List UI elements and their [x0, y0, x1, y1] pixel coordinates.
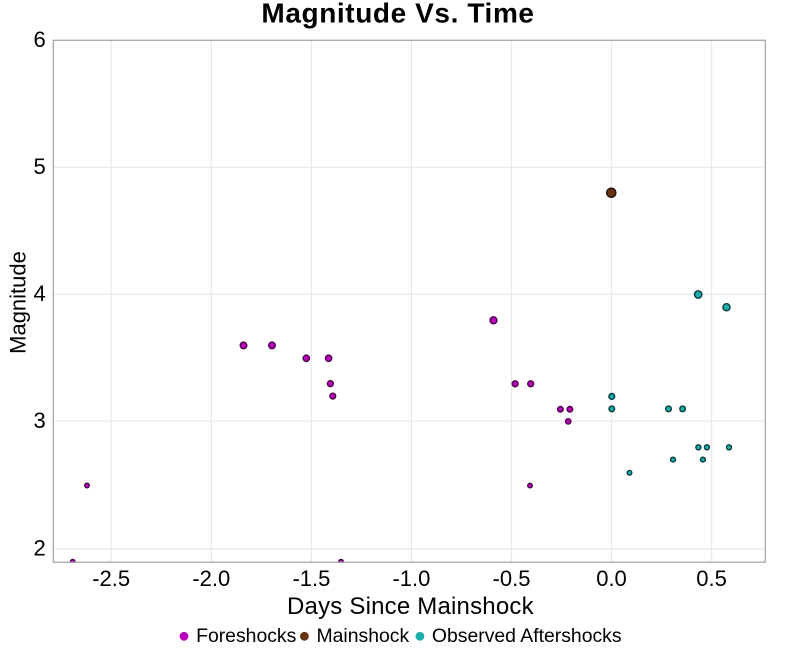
- svg-text:Magnitude Vs. Time: Magnitude Vs. Time: [261, 0, 534, 29]
- svg-text:6: 6: [34, 27, 46, 52]
- svg-text:Observed Aftershocks: Observed Aftershocks: [432, 625, 622, 647]
- svg-text:Foreshocks: Foreshocks: [196, 625, 296, 647]
- svg-text:-0.5: -0.5: [493, 566, 531, 591]
- svg-text:-1.5: -1.5: [292, 566, 330, 591]
- svg-text:Mainshock: Mainshock: [317, 625, 410, 647]
- svg-text:2: 2: [34, 536, 46, 561]
- svg-text:0.0: 0.0: [596, 566, 627, 591]
- svg-text:-1.0: -1.0: [392, 566, 430, 591]
- svg-text:3: 3: [34, 408, 46, 433]
- svg-text:0.5: 0.5: [696, 566, 727, 591]
- svg-text:Days Since Mainshock: Days Since Mainshock: [287, 593, 535, 620]
- svg-text:-2.0: -2.0: [192, 566, 230, 591]
- svg-text:4: 4: [34, 281, 46, 306]
- svg-text:-2.5: -2.5: [92, 566, 130, 591]
- svg-text:5: 5: [34, 154, 46, 179]
- svg-text:Magnitude: Magnitude: [5, 251, 30, 354]
